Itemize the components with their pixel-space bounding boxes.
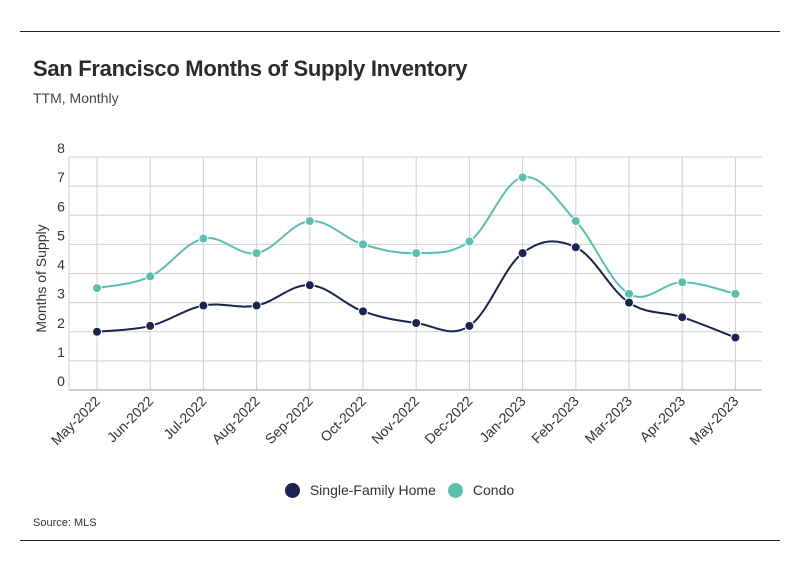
legend-item-condo: Condo <box>447 482 515 498</box>
x-tick-label: Jul-2022 <box>160 393 209 442</box>
legend: Single-Family Home Condo <box>0 482 799 498</box>
data-point-condo-jul-2022 <box>198 233 209 244</box>
data-point-single-family-home-nov-2022 <box>411 318 422 329</box>
data-point-single-family-home-jul-2022 <box>198 300 209 311</box>
x-tick-label: Dec-2022 <box>421 393 475 447</box>
data-point-condo-jun-2022 <box>145 271 156 282</box>
x-axis: May-2022 Jun-2022 Jul-2022Aug-2022Sep-2022… <box>48 393 742 448</box>
chart-subtitle: TTM, Monthly <box>33 90 119 106</box>
line-chart: 0 1 2 3 4 5 6 7 8 May-2022 Jun-2022 Jul-2022Aug-20… <box>33 140 762 448</box>
data-point-condo-dec-2022 <box>464 236 475 247</box>
data-point-condo-aug-2022 <box>251 248 262 259</box>
data-point-single-family-home-jan-2023 <box>517 248 528 259</box>
x-tick-label: Jun-2022 <box>104 393 157 446</box>
data-point-condo-apr-2023 <box>677 277 688 288</box>
x-tick-label: Jan-2023 <box>476 393 529 446</box>
y-tick-label: 0 <box>57 373 65 389</box>
y-axis: 0 1 2 3 4 5 6 7 8 <box>57 140 65 389</box>
data-point-single-family-home-dec-2022 <box>464 320 475 331</box>
data-point-condo-nov-2022 <box>411 248 422 259</box>
data-point-condo-jan-2023 <box>517 172 528 183</box>
y-tick-label: 3 <box>57 286 65 302</box>
legend-label-condo: Condo <box>472 482 515 498</box>
chart-title: San Francisco Months of Supply Inventory <box>33 56 468 81</box>
data-point-condo-oct-2022 <box>358 239 368 250</box>
x-tick-label: Apr-2023 <box>636 393 688 445</box>
data-point-condo-feb-2023 <box>570 216 581 227</box>
data-point-single-family-home-oct-2022 <box>358 306 368 317</box>
data-point-condo-sep-2022 <box>304 216 315 227</box>
x-tick-label: May-2023 <box>686 393 741 448</box>
data-point-condo-may-2022 <box>92 283 102 294</box>
x-tick-label: May-2022 <box>48 393 103 448</box>
grid <box>68 156 762 391</box>
y-tick-label: 8 <box>57 140 65 156</box>
source-note: Source: MLS <box>33 517 97 529</box>
x-tick-label: Mar-2023 <box>581 393 635 447</box>
y-tick-label: 6 <box>57 198 65 214</box>
legend-swatch-condo <box>447 482 463 498</box>
legend-swatch-single-family <box>284 482 300 498</box>
data-point-condo-mar-2023 <box>624 288 634 299</box>
x-tick-label: Oct-2022 <box>317 393 369 445</box>
x-tick-label: Nov-2022 <box>368 393 422 447</box>
data-point-single-family-home-feb-2023 <box>570 242 581 253</box>
data-point-single-family-home-sep-2022 <box>304 280 315 291</box>
legend-label-single-family: Single-Family Home <box>309 482 436 498</box>
data-point-condo-may-2023 <box>730 288 741 299</box>
data-point-single-family-home-may-2023 <box>730 332 741 343</box>
top-rule <box>20 31 780 32</box>
legend-item-single-family: Single-Family Home <box>284 482 436 498</box>
y-tick-label: 7 <box>57 169 65 185</box>
x-tick-label: Aug-2022 <box>208 393 262 447</box>
x-tick-label: Sep-2022 <box>262 393 316 447</box>
data-point-single-family-home-aug-2022 <box>251 300 262 311</box>
data-point-single-family-home-apr-2023 <box>677 312 688 323</box>
y-axis-label: Months of Supply <box>33 224 49 332</box>
y-tick-label: 2 <box>57 315 65 331</box>
series-group <box>92 172 741 343</box>
data-point-single-family-home-may-2022 <box>92 326 102 337</box>
data-point-single-family-home-jun-2022 <box>145 320 156 331</box>
data-point-single-family-home-mar-2023 <box>624 297 634 308</box>
y-tick-label: 5 <box>57 227 65 243</box>
y-tick-label: 4 <box>57 257 65 273</box>
bottom-rule <box>20 540 780 541</box>
y-tick-label: 1 <box>57 344 65 360</box>
x-tick-label: Feb-2023 <box>528 393 582 447</box>
